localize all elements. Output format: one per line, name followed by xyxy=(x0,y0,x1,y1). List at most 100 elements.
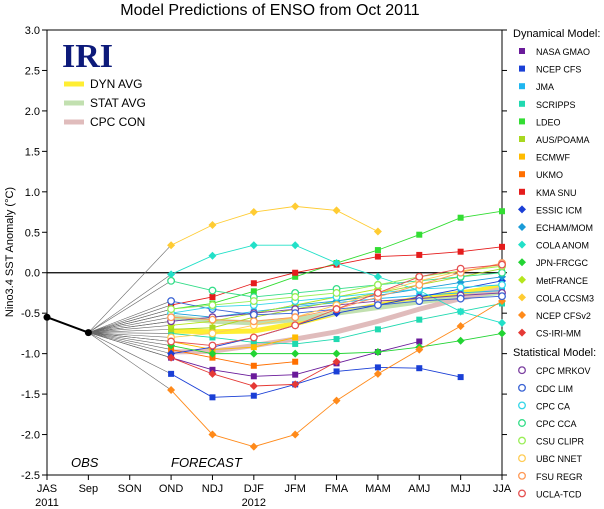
data-point xyxy=(332,349,341,358)
legend-marker xyxy=(518,383,526,392)
data-point xyxy=(292,371,299,378)
data-point xyxy=(249,442,258,451)
obs-point xyxy=(43,313,51,321)
data-point xyxy=(249,349,258,358)
series-ukmo xyxy=(168,346,299,369)
legend-label: UBC NNET xyxy=(536,454,583,464)
legend-marker xyxy=(519,171,525,178)
data-point xyxy=(374,253,381,260)
data-point xyxy=(456,283,465,292)
y-tick-label: 0.0 xyxy=(25,268,40,280)
data-point xyxy=(291,313,300,322)
data-point xyxy=(249,382,258,390)
legend-marker xyxy=(518,328,526,337)
data-point xyxy=(249,317,258,326)
data-point xyxy=(457,214,464,221)
legend-group-title: Dynamical Model: xyxy=(513,28,600,40)
legend-marker xyxy=(519,136,525,142)
data-point xyxy=(291,293,300,301)
y-tick-label: -0.5 xyxy=(21,308,40,320)
average-legend: DYN AVG STAT AVG CPC CON xyxy=(64,77,146,129)
fan-line xyxy=(88,332,172,375)
legend-marker xyxy=(518,419,526,427)
data-point xyxy=(209,366,216,373)
data-point xyxy=(332,259,341,268)
data-point xyxy=(249,333,258,342)
x-tick-label: SON xyxy=(118,483,142,495)
legend-marker xyxy=(519,48,525,54)
y-tick-label: 2.0 xyxy=(25,106,40,118)
data-point xyxy=(250,344,257,351)
legend-label: CPC CCA xyxy=(536,419,577,429)
legend-label: CPC CA xyxy=(536,401,570,411)
data-point xyxy=(249,297,258,305)
data-point xyxy=(332,289,341,297)
data-point xyxy=(415,297,424,305)
data-point xyxy=(498,260,506,269)
data-point xyxy=(250,280,257,287)
series-cs-iri-mm xyxy=(167,353,341,390)
legend-group-title: Statistical Model: xyxy=(513,347,596,359)
data-point xyxy=(374,247,381,254)
data-point xyxy=(415,345,424,354)
data-point xyxy=(291,202,300,211)
legend-label: CPC MRKOV xyxy=(536,366,591,376)
obs-point xyxy=(84,329,92,337)
legend-marker xyxy=(518,258,526,267)
data-point xyxy=(415,272,424,281)
y-tick-label: 3.0 xyxy=(25,25,40,37)
model-series xyxy=(167,202,506,451)
data-point xyxy=(249,310,258,319)
legend-marker xyxy=(518,293,526,302)
x-axis-ticks: JAS Sep SON OND NDJ DJF JFM FMA MAM AMJ MJJ JJA 2011… xyxy=(35,475,512,509)
data-point xyxy=(209,334,216,341)
legend-label: CPC CON xyxy=(90,115,145,129)
fan-line xyxy=(88,332,172,338)
legend-marker xyxy=(518,401,526,410)
data-point xyxy=(373,289,382,297)
legend-label: UCLA-TCD xyxy=(536,489,582,499)
legend-marker xyxy=(518,436,526,445)
data-point xyxy=(373,301,382,310)
data-point xyxy=(416,365,423,372)
legend-label: MetFRANCE xyxy=(536,276,588,286)
series-ncep-cfsv2 xyxy=(167,297,506,451)
legend-marker xyxy=(518,489,526,498)
data-point xyxy=(168,370,175,377)
legend-label: LDEO xyxy=(536,117,561,127)
legend-marker xyxy=(519,153,525,160)
legend-marker xyxy=(518,471,526,480)
data-point xyxy=(373,227,382,236)
x-tick-label: MAM xyxy=(365,483,391,495)
legend-label: COLA ANOM xyxy=(536,241,589,251)
data-point xyxy=(167,386,176,395)
legend-marker xyxy=(519,118,525,125)
legend-label: NASA GMAO xyxy=(536,47,590,57)
data-point xyxy=(373,369,382,378)
data-point xyxy=(332,396,341,405)
legend-label: NCEP CFSv2 xyxy=(536,311,591,321)
data-point xyxy=(373,348,382,357)
data-point xyxy=(498,329,506,338)
data-point xyxy=(167,353,176,362)
legend-label: ECMWF xyxy=(536,153,570,163)
y-tick-label: 1.5 xyxy=(25,146,40,158)
model-legend: Dynamical Model: NASA GMAO NCEP CFS JMA SCRI… xyxy=(513,28,600,499)
data-point xyxy=(333,368,340,375)
legend-label: KMA SNU xyxy=(536,188,577,198)
legend-label: UKMO xyxy=(536,170,563,180)
legend-marker xyxy=(519,83,525,90)
legend-marker xyxy=(518,275,526,284)
legend-marker xyxy=(519,65,525,72)
fan-line xyxy=(88,332,172,354)
data-point xyxy=(499,208,505,215)
data-point xyxy=(208,329,217,338)
data-point xyxy=(374,364,381,371)
data-point xyxy=(456,264,465,273)
fan-line xyxy=(88,332,172,350)
legend-marker xyxy=(518,240,526,249)
legend-label: FSU REGR xyxy=(536,472,583,482)
fan-line xyxy=(88,280,172,333)
series-line xyxy=(170,357,337,387)
